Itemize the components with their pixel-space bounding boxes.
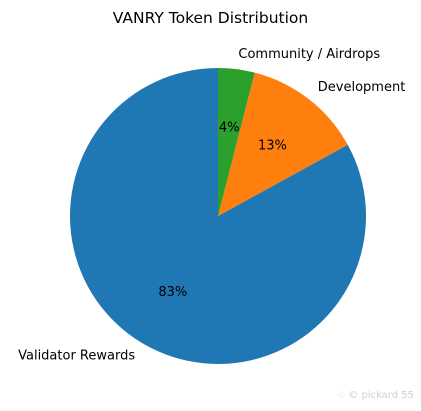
slice-label-validator-rewards: Validator Rewards (18, 349, 135, 364)
pie-slice-development (218, 72, 348, 216)
pie-slice-validator-rewards (70, 68, 367, 365)
slice-label-development: Development (318, 80, 406, 95)
diamond-icon: ♢ (337, 390, 347, 401)
pct-label-community-airdrops: 4% (219, 120, 240, 135)
pct-label-development: 13% (258, 138, 287, 153)
watermark-text: © pickard 55 (348, 390, 414, 401)
pct-label-validator-rewards: 83% (158, 285, 187, 300)
pie-slice-community-airdrops (218, 68, 255, 216)
chart-title: VANRY Token Distribution (112, 9, 309, 27)
watermark: ♢ © pickard 55 (337, 390, 414, 401)
slice-label-community-airdrops: Community / Airdrops (238, 47, 380, 62)
